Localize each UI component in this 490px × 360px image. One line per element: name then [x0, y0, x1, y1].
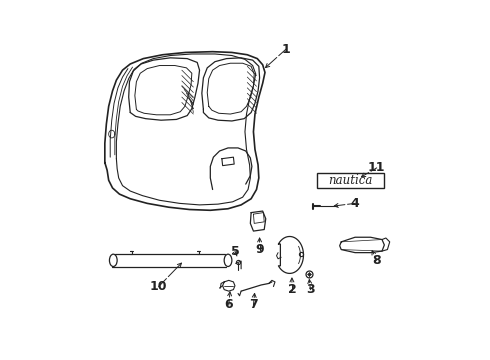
Text: nautica: nautica — [328, 174, 372, 187]
Text: 3: 3 — [306, 283, 315, 296]
Text: 1: 1 — [281, 43, 290, 56]
Text: 9: 9 — [255, 243, 264, 256]
Text: 7: 7 — [249, 298, 258, 311]
Text: 5: 5 — [231, 244, 239, 258]
Text: 11: 11 — [368, 161, 385, 175]
Text: 8: 8 — [372, 254, 381, 267]
Text: 6: 6 — [224, 298, 233, 311]
Text: 4: 4 — [351, 197, 360, 210]
Text: 10: 10 — [150, 280, 168, 293]
Text: 2: 2 — [288, 283, 296, 296]
